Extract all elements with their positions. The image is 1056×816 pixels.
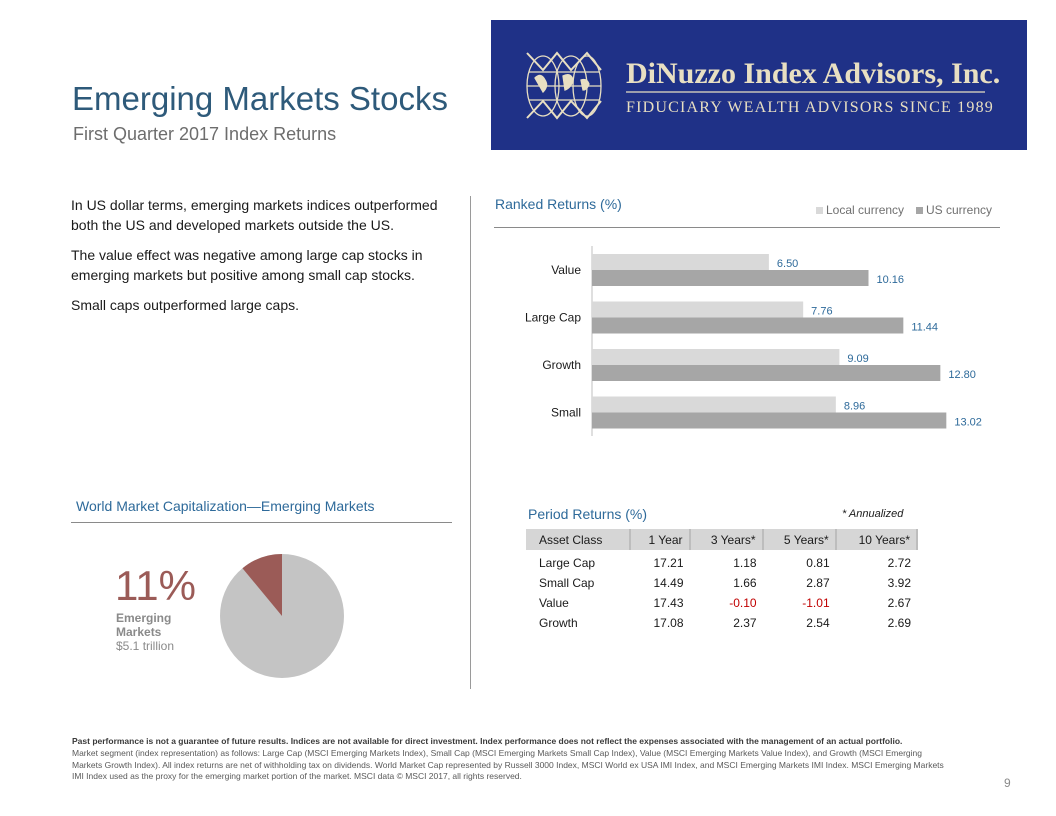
company-logo: DiNuzzo Index Advisors, Inc. FIDUCIARY W… — [491, 20, 1027, 150]
pie-slice-emerging — [242, 554, 282, 616]
legend-local-label: Local currency — [826, 203, 905, 217]
table-cell: 3.92 — [887, 576, 911, 590]
ranked-returns-chart: Value 6.50 10.16 Large Cap 7.76 11.44 Growth 9.… — [525, 246, 982, 436]
table-cell: 1.18 — [733, 556, 757, 570]
bar-local-currency — [592, 254, 769, 270]
bar-value-label: 12.80 — [948, 369, 976, 381]
category-label: Small — [551, 406, 581, 420]
col-asset-class: Asset Class — [526, 529, 631, 550]
bar-local-currency — [592, 349, 840, 365]
legend-local-swatch — [816, 206, 823, 214]
bar-value-label: 8.96 — [844, 401, 865, 413]
table-row: Value 17.43 -0.10 -1.01 2.67 — [526, 593, 917, 613]
table-header-row: Asset Class 1 Year 3 Years* 5 Years* 10 … — [526, 529, 919, 550]
table-cell: 2.72 — [887, 556, 911, 570]
table-cell: 17.21 — [653, 556, 684, 570]
logo-tagline: FIDUCIARY WEALTH ADVISORS SINCE 1989 — [626, 99, 994, 116]
table-cell: Small Cap — [539, 576, 595, 590]
table-cell: 2.69 — [887, 616, 911, 630]
bar-us-currency — [592, 365, 941, 381]
page-subtitle: First Quarter 2017 Index Returns — [73, 124, 337, 144]
emerging-percent: 11% — [115, 562, 196, 609]
bar-us-currency — [592, 270, 869, 286]
col-10-years: 10 Years* — [835, 529, 919, 550]
col-3-years: 3 Years* — [689, 529, 764, 550]
world-market-pie — [220, 554, 344, 678]
disclaimer-bold: Past performance is not a guarantee of f… — [72, 736, 903, 746]
bar-value-label: 13.02 — [954, 417, 982, 429]
table-cell: 2.54 — [806, 616, 830, 630]
category-label: Value — [551, 263, 581, 277]
page-number: 9 — [1004, 776, 1011, 790]
bar-value-label: 9.09 — [847, 353, 868, 365]
ranked-returns-title: Ranked Returns (%) — [495, 196, 622, 212]
page-title: Emerging Markets Stocks — [72, 80, 448, 117]
table-cell: Large Cap — [539, 556, 596, 570]
ranked-returns-rule — [494, 227, 1000, 228]
emerging-markets-label: Emerging Markets — [116, 611, 172, 639]
table-row: Large Cap 17.21 1.18 0.81 2.72 — [526, 550, 917, 573]
period-returns-title: Period Returns (%) — [528, 506, 648, 522]
table-cell: -0.10 — [729, 596, 757, 610]
disclaimer-text: Market segment (index representation) as… — [72, 748, 944, 781]
legend-us-label: US currency — [926, 203, 993, 217]
col-5-years: 5 Years* — [762, 529, 837, 550]
logo-name: DiNuzzo Index Advisors, Inc. — [626, 57, 1000, 90]
table-row: Growth 17.08 2.37 2.54 2.69 — [526, 613, 917, 633]
bar-local-currency — [592, 396, 836, 413]
intro-paragraph-1: In US dollar terms, emerging markets ind… — [71, 197, 438, 233]
table-cell: 2.67 — [887, 596, 911, 610]
bar-value-label: 7.76 — [811, 306, 832, 318]
globe-emblem-icon — [526, 51, 602, 120]
intro-text: In US dollar terms, emerging markets ind… — [71, 195, 466, 325]
vertical-divider — [470, 196, 471, 689]
category-label: Growth — [542, 358, 581, 372]
table-cell: -1.01 — [802, 596, 830, 610]
world-market-cap-rule — [71, 522, 452, 523]
table-cell: 0.81 — [806, 556, 830, 570]
table-cell: 2.37 — [733, 616, 757, 630]
category-label: Large Cap — [525, 311, 581, 325]
annualized-note: * Annualized — [842, 508, 904, 520]
table-row: Small Cap 14.49 1.66 2.87 3.92 — [526, 573, 917, 593]
bar-value-label: 10.16 — [876, 274, 904, 286]
table-cell: 17.43 — [653, 596, 684, 610]
bar-us-currency — [592, 317, 904, 334]
period-returns-table: Asset Class 1 Year 3 Years* 5 Years* 10 … — [526, 529, 919, 633]
table-cell: 14.49 — [653, 576, 684, 590]
legend-us-currency: US currency — [916, 203, 992, 217]
table-cell: 17.08 — [653, 616, 684, 630]
intro-paragraph-2: The value effect was negative among larg… — [71, 247, 423, 283]
logo-graphic: DiNuzzo Index Advisors, Inc. FIDUCIARY W… — [526, 51, 1000, 120]
table-cell: Growth — [539, 616, 578, 630]
bar-value-label: 6.50 — [777, 258, 798, 270]
intro-paragraph-3: Small caps outperformed large caps. — [71, 297, 299, 313]
legend-us-swatch — [916, 206, 923, 214]
legend-local-currency: Local currency — [816, 203, 904, 217]
bar-us-currency — [592, 412, 947, 429]
table-cell: 1.66 — [733, 576, 757, 590]
bar-local-currency — [592, 301, 804, 318]
col-1-year: 1 Year — [629, 529, 691, 550]
table-cell: 2.87 — [806, 576, 830, 590]
world-market-cap-title: World Market Capitalization—Emerging Mar… — [76, 498, 375, 514]
table-cell: Value — [539, 596, 569, 610]
bar-value-label: 11.44 — [911, 322, 938, 334]
emerging-markets-value: $5.1 trillion — [116, 639, 175, 653]
